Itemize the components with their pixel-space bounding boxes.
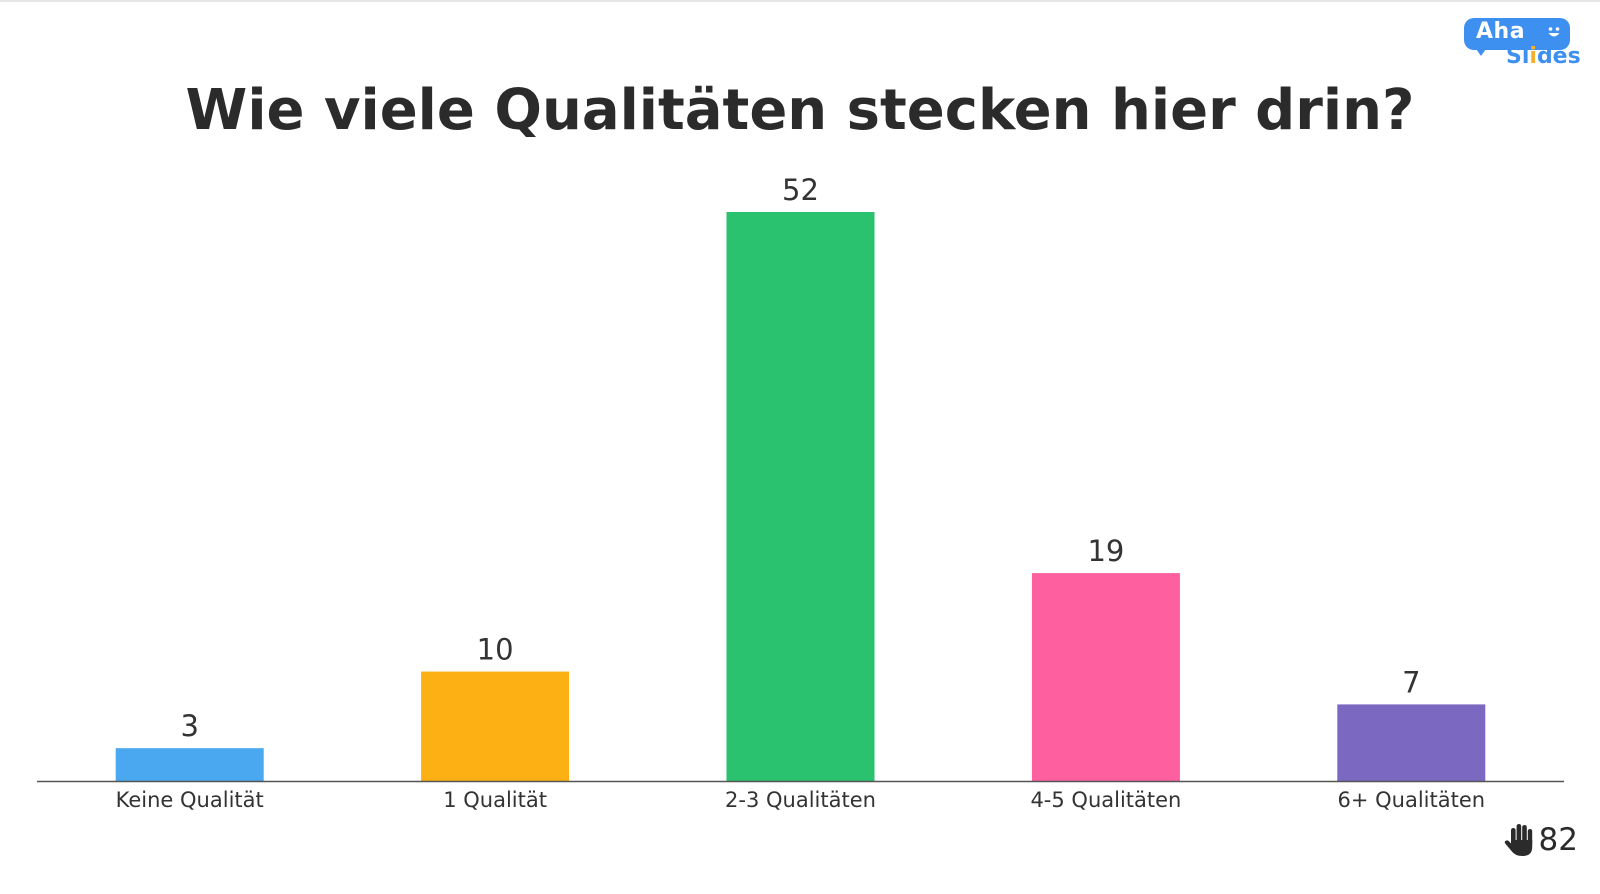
bar-value-label-2: 10 xyxy=(477,633,514,667)
bar-4 xyxy=(1031,573,1180,781)
smile-icon xyxy=(1548,27,1560,37)
chart-title: Wie viele Qualitäten stecken hier drin? xyxy=(185,78,1415,143)
bar-value-label-3: 52 xyxy=(782,173,819,207)
bar-2 xyxy=(421,671,570,781)
x-tick-label-1: Keine Qualität xyxy=(116,788,264,812)
response-count-value: 82 xyxy=(1538,822,1578,858)
response-count: 82 xyxy=(1503,822,1578,858)
ahaslides-logo: Aha Slides xyxy=(1462,16,1586,72)
bar-3 xyxy=(726,212,875,781)
top-divider xyxy=(0,0,1600,2)
raised-hand-icon xyxy=(1504,824,1532,856)
bar-value-label-1: 3 xyxy=(180,709,198,743)
logo-text-bottom-c: des xyxy=(1536,44,1581,69)
logo-text-bottom: Slides xyxy=(1506,44,1581,69)
logo-text-top: Aha xyxy=(1476,19,1526,44)
bar-value-label-4: 19 xyxy=(1087,534,1124,568)
logo-text-bottom-a: Sl xyxy=(1506,44,1530,69)
logo-text-bottom-i: i xyxy=(1529,44,1537,69)
bar-value-label-5: 7 xyxy=(1402,665,1420,699)
bar-5 xyxy=(1337,704,1486,781)
logo-bubble-tail xyxy=(1474,46,1488,56)
x-tick-label-3: 2-3 Qualitäten xyxy=(725,788,876,812)
x-tick-label-5: 6+ Qualitäten xyxy=(1338,788,1486,812)
x-tick-label-2: 1 Qualität xyxy=(443,788,547,812)
x-tick-label-4: 4-5 Qualitäten xyxy=(1030,788,1181,812)
bar-1 xyxy=(115,748,264,781)
